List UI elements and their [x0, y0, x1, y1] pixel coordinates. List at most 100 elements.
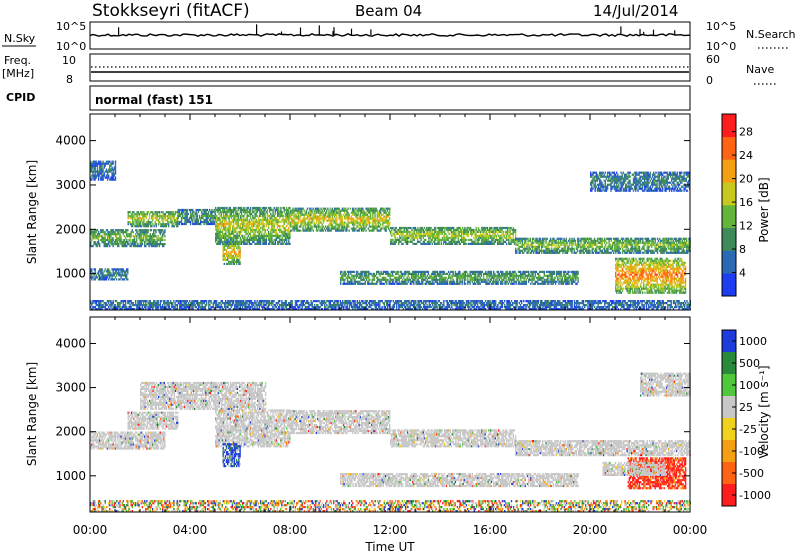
power-cell [244, 230, 246, 233]
power-cell [96, 272, 99, 275]
power-cell [264, 216, 266, 220]
power-cell [168, 211, 170, 214]
power-cell [606, 241, 608, 244]
power-cell [248, 236, 251, 239]
power-cell [212, 210, 214, 214]
power-cell [162, 245, 164, 248]
power-cell [630, 239, 633, 242]
power-cell [418, 282, 421, 285]
power-cell [570, 249, 572, 252]
power-cell [387, 221, 390, 224]
power-cell [232, 248, 234, 251]
power-cell [301, 219, 303, 222]
power-cell [202, 216, 204, 220]
power-cell [255, 218, 257, 222]
power-cell [248, 238, 251, 241]
power-cell [319, 221, 321, 224]
power-cell [270, 228, 272, 232]
power-cell [638, 245, 641, 248]
power-cell [178, 212, 180, 216]
power-cell [522, 251, 525, 254]
power-cell [288, 228, 290, 232]
power-cell [329, 219, 331, 222]
power-cell [539, 239, 542, 242]
power-cell [114, 233, 117, 236]
power-cell [472, 228, 474, 232]
power-cell [255, 226, 257, 230]
power-cell [113, 274, 115, 277]
power-cell [267, 224, 270, 228]
power-cell [281, 214, 283, 218]
power-cell [386, 215, 389, 218]
power-cell [264, 238, 266, 241]
power-cell [427, 240, 429, 243]
power-cell [349, 276, 351, 279]
power-cell [330, 221, 332, 224]
power-cell [406, 228, 409, 232]
power-cell [508, 236, 510, 239]
power-cell [252, 214, 254, 218]
power-cell [621, 247, 624, 250]
power-cell [266, 212, 269, 216]
power-cell [90, 231, 92, 234]
power-cell [211, 214, 213, 218]
power-cell [147, 221, 150, 224]
power-cell [303, 217, 305, 220]
power-cell [275, 232, 278, 235]
power-cell [90, 270, 92, 273]
power-cell [274, 240, 276, 243]
power-cell [299, 217, 301, 220]
power-cell [543, 237, 545, 240]
power-cell [233, 224, 235, 228]
power-cell [598, 245, 600, 248]
power-cell [663, 241, 665, 244]
power-cell [396, 228, 399, 232]
power-cell [439, 226, 441, 230]
power-cell [356, 223, 358, 226]
power-cell [359, 209, 362, 212]
power-cell [202, 208, 204, 212]
power-cell [189, 220, 192, 224]
power-cell [103, 245, 105, 248]
power-cell [508, 230, 510, 233]
cpid-panel [89, 85, 691, 111]
power-cell [673, 243, 675, 246]
power-cell [153, 245, 155, 248]
power-cell [240, 222, 243, 226]
power-cell [356, 282, 359, 285]
power-cell [296, 217, 299, 220]
power-cell [234, 216, 236, 220]
power-cell [338, 209, 340, 212]
power-cell [457, 228, 459, 232]
power-cell [545, 241, 547, 244]
power-cell [363, 278, 365, 281]
power-cell [233, 226, 235, 230]
power-cell [442, 234, 445, 237]
power-cell [365, 211, 367, 214]
power-cell [232, 244, 234, 247]
power-cell [322, 221, 324, 224]
power-cell [621, 239, 624, 242]
power-cell [432, 278, 434, 281]
power-cell [111, 231, 113, 234]
power-cell [435, 226, 437, 230]
power-cell [473, 240, 475, 243]
power-cell [338, 215, 340, 218]
power-cell [328, 213, 330, 216]
power-cell [115, 235, 118, 238]
power-cell [651, 243, 653, 246]
power-cell [130, 243, 132, 246]
power-cell [401, 232, 403, 235]
power-cell [263, 226, 265, 230]
power-cell [566, 245, 569, 248]
power-cell [314, 213, 317, 216]
power-cell [453, 232, 455, 235]
power-cell [283, 210, 285, 214]
power-cell [664, 247, 666, 250]
power-cell [154, 229, 156, 232]
power-cell [500, 242, 502, 245]
power-cell [439, 232, 441, 235]
power-cell [609, 247, 611, 250]
power-cell [148, 237, 150, 240]
power-cell [313, 211, 315, 214]
